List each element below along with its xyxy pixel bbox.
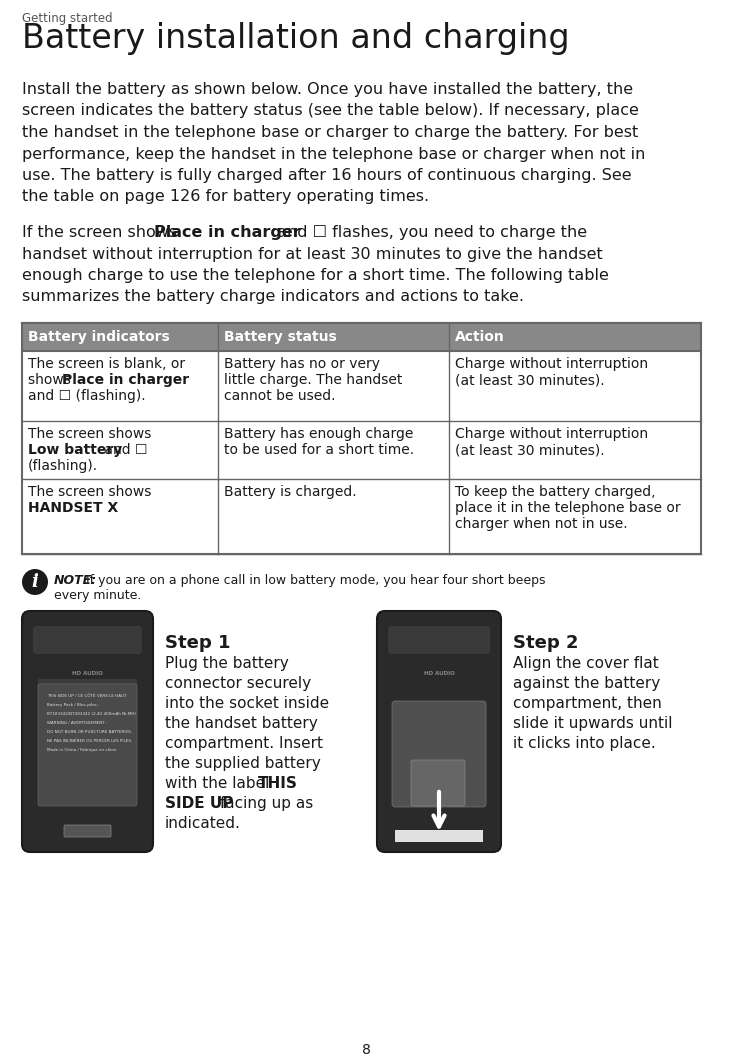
Text: summarizes the battery charge indicators and actions to take.: summarizes the battery charge indicators… <box>22 289 524 305</box>
Text: the supplied battery: the supplied battery <box>165 756 321 771</box>
Text: If the screen shows: If the screen shows <box>22 225 183 240</box>
FancyBboxPatch shape <box>64 825 111 837</box>
Text: i: i <box>32 573 38 591</box>
Text: Step 1: Step 1 <box>165 634 230 652</box>
Text: (at least 30 minutes).: (at least 30 minutes). <box>455 443 605 457</box>
Text: Plug the battery: Plug the battery <box>165 656 289 671</box>
Text: NE PAS INCINÉRER OU PERCER LES PILES.: NE PAS INCINÉRER OU PERCER LES PILES. <box>47 739 132 743</box>
Text: (flashing).: (flashing). <box>28 459 98 473</box>
Text: HANDSET X: HANDSET X <box>28 501 118 515</box>
Text: .: . <box>86 501 91 515</box>
FancyBboxPatch shape <box>392 701 486 807</box>
Text: Action: Action <box>455 330 505 344</box>
Text: Low battery: Low battery <box>28 443 122 457</box>
Text: compartment. Insert: compartment. Insert <box>165 736 323 751</box>
Text: If you are on a phone call in low battery mode, you hear four short beeps: If you are on a phone call in low batter… <box>82 574 546 587</box>
FancyBboxPatch shape <box>411 760 465 806</box>
Text: The screen shows: The screen shows <box>28 427 152 441</box>
FancyBboxPatch shape <box>22 611 153 852</box>
Text: To keep the battery charged,: To keep the battery charged, <box>455 485 655 499</box>
Text: cannot be used.: cannot be used. <box>224 389 336 403</box>
Text: Place in charger: Place in charger <box>154 225 301 240</box>
Text: Step 2: Step 2 <box>513 634 578 652</box>
Text: and ☐: and ☐ <box>100 443 147 457</box>
Text: 8: 8 <box>362 1043 371 1057</box>
Text: the table on page 126 for battery operating times.: the table on page 126 for battery operat… <box>22 190 429 204</box>
Text: facing up as: facing up as <box>215 796 313 811</box>
Text: performance, keep the handset in the telephone base or charger when not in: performance, keep the handset in the tel… <box>22 146 645 162</box>
Text: Battery indicators: Battery indicators <box>28 330 170 344</box>
Text: compartment, then: compartment, then <box>513 696 662 711</box>
Text: screen indicates the battery status (see the table below). If necessary, place: screen indicates the battery status (see… <box>22 104 639 119</box>
FancyBboxPatch shape <box>33 626 142 654</box>
Text: Getting started: Getting started <box>22 12 113 25</box>
Text: BT183342/BT283342 (2.4V 400mAh Ni-MH): BT183342/BT283342 (2.4V 400mAh Ni-MH) <box>47 712 136 716</box>
Text: Made in China / Fabriqué en chine: Made in China / Fabriqué en chine <box>47 748 117 752</box>
Text: Battery has no or very: Battery has no or very <box>224 357 380 371</box>
Bar <box>22 323 701 351</box>
Text: Battery has enough charge: Battery has enough charge <box>224 427 413 441</box>
Bar <box>395 830 483 842</box>
Text: every minute.: every minute. <box>54 589 141 602</box>
Text: little charge. The handset: little charge. The handset <box>224 373 402 387</box>
Bar <box>22 479 701 554</box>
Text: and ☐ flashes, you need to charge the: and ☐ flashes, you need to charge the <box>272 225 587 240</box>
Text: Place in charger: Place in charger <box>62 373 188 387</box>
Text: The screen shows: The screen shows <box>28 485 152 499</box>
Text: and ☐ (flashing).: and ☐ (flashing). <box>28 389 146 403</box>
FancyBboxPatch shape <box>38 684 137 806</box>
Text: shows: shows <box>28 373 75 387</box>
Text: into the socket inside: into the socket inside <box>165 696 329 711</box>
FancyBboxPatch shape <box>377 611 501 852</box>
Text: NOTE:: NOTE: <box>54 574 97 587</box>
Text: slide it upwards until: slide it upwards until <box>513 716 672 731</box>
Text: SIDE UP: SIDE UP <box>165 796 233 811</box>
Text: to be used for a short time.: to be used for a short time. <box>224 443 414 457</box>
Text: The screen is blank, or: The screen is blank, or <box>28 357 185 371</box>
Text: connector securely: connector securely <box>165 676 311 692</box>
Text: THIS: THIS <box>258 776 298 791</box>
Bar <box>22 351 701 421</box>
Text: the handset battery: the handset battery <box>165 716 317 731</box>
Text: (at least 30 minutes).: (at least 30 minutes). <box>455 373 605 387</box>
Text: indicated.: indicated. <box>165 816 241 831</box>
Text: WARNING / AVERTISSEMENT :: WARNING / AVERTISSEMENT : <box>47 721 107 725</box>
Text: Battery installation and charging: Battery installation and charging <box>22 22 570 55</box>
Text: place it in the telephone base or: place it in the telephone base or <box>455 501 681 515</box>
Text: Charge without interruption: Charge without interruption <box>455 427 648 441</box>
Text: enough charge to use the telephone for a short time. The following table: enough charge to use the telephone for a… <box>22 268 609 283</box>
Text: THIS SIDE UP / CE CÔTÉ VERS LE HAUT: THIS SIDE UP / CE CÔTÉ VERS LE HAUT <box>47 694 127 698</box>
Text: charger when not in use.: charger when not in use. <box>455 517 627 531</box>
Bar <box>38 679 137 804</box>
Text: handset without interruption for at least 30 minutes to give the handset: handset without interruption for at leas… <box>22 247 603 262</box>
Text: Battery Pack / Bloc-piles :: Battery Pack / Bloc-piles : <box>47 703 100 707</box>
Text: Install the battery as shown below. Once you have installed the battery, the: Install the battery as shown below. Once… <box>22 82 633 97</box>
Bar <box>22 421 701 479</box>
Text: use. The battery is fully charged after 16 hours of continuous charging. See: use. The battery is fully charged after … <box>22 168 632 183</box>
Text: Battery is charged.: Battery is charged. <box>224 485 357 499</box>
Text: HD AUDIO: HD AUDIO <box>424 671 454 676</box>
Text: with the label: with the label <box>165 776 274 791</box>
Circle shape <box>22 569 48 595</box>
Text: against the battery: against the battery <box>513 676 660 692</box>
FancyBboxPatch shape <box>388 626 490 654</box>
Text: it clicks into place.: it clicks into place. <box>513 736 656 751</box>
Text: HD AUDIO: HD AUDIO <box>72 671 103 676</box>
Text: Align the cover flat: Align the cover flat <box>513 656 659 671</box>
Text: Charge without interruption: Charge without interruption <box>455 357 648 371</box>
Text: DO NOT BURN OR PUNCTURE BATTERIES.: DO NOT BURN OR PUNCTURE BATTERIES. <box>47 730 132 734</box>
Text: the handset in the telephone base or charger to charge the battery. For best: the handset in the telephone base or cha… <box>22 125 638 140</box>
Text: Battery status: Battery status <box>224 330 336 344</box>
